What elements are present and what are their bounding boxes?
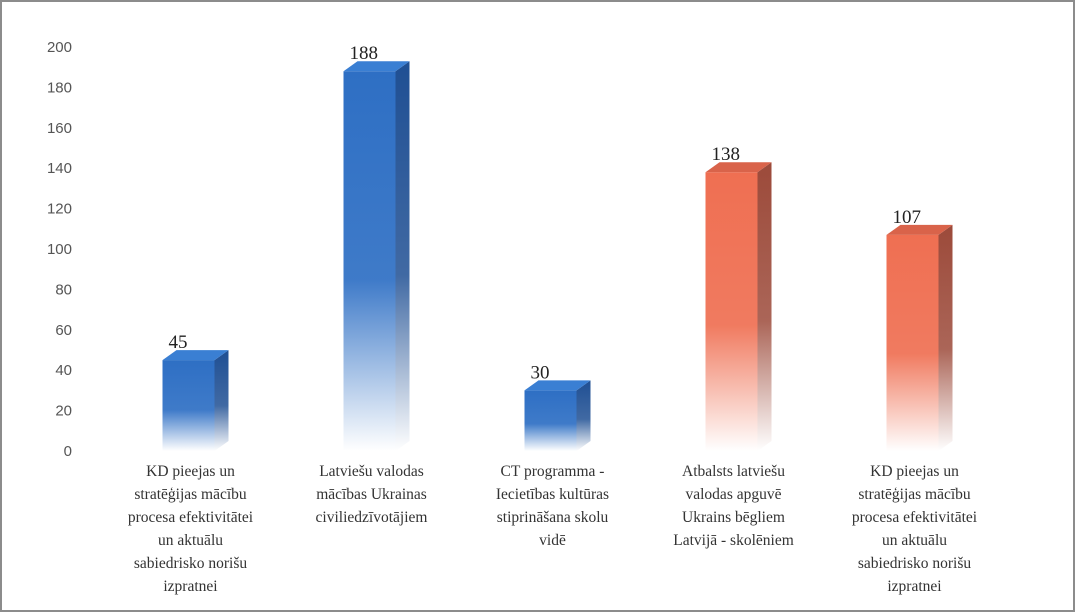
bar-2: 188 [343,43,410,452]
bar-top [886,224,953,235]
bar-side [938,224,953,451]
bar-front [162,360,215,451]
y-tick-label: 0 [64,443,72,460]
bar-top [162,350,229,361]
y-tick-label: 160 [47,120,72,137]
x-tick-label: KD pieejas un stratēģijas mācību procesa e… [128,463,254,595]
x-tick-label: Latviešu valodas mācības Ukrainas civilied… [316,463,428,526]
bar-side [757,162,772,452]
data-label: 107 [893,207,922,228]
bar-front [705,172,758,452]
y-tick-label: 200 [47,39,72,56]
bars: 45 188 30 138 107 [162,43,953,452]
y-tick-label: 20 [55,403,72,420]
bar-1: 45 [162,332,229,451]
x-tick-label: Atbalsts latviešu valodas apguvē Ukrains b… [673,463,794,549]
bar-5: 107 [886,207,953,451]
bar-top [343,61,410,72]
data-label: 138 [712,144,741,165]
bar-top [705,162,772,173]
y-tick-label: 60 [55,322,72,339]
data-label: 30 [531,362,550,383]
x-tick-label: CT programma -Iecietības kultūras stiprin… [496,463,609,549]
data-label: 188 [350,43,379,64]
y-tick-label: 120 [47,201,72,218]
bar-front [886,234,939,451]
bar-4: 138 [705,144,772,452]
data-label: 45 [169,332,188,353]
bar-side [395,61,410,452]
y-tick-label: 180 [47,79,72,96]
bar-3: 30 [524,362,591,451]
bar-front [343,71,396,452]
y-tick-label: 140 [47,160,72,177]
x-axis: KD pieejas un stratēģijas mācību procesa e… [128,463,978,595]
bar-front [524,390,577,451]
y-axis: 0 20 40 60 80 100 120 140 160 180 200 [47,39,72,460]
y-tick-label: 100 [47,241,72,258]
y-tick-label: 40 [55,362,72,379]
y-tick-label: 80 [55,281,72,298]
x-tick-label: KD pieejas un stratēģijas mācību procesa e… [852,463,978,595]
bar-side [576,380,591,451]
bar-top [524,380,591,391]
bar-side [214,350,229,451]
